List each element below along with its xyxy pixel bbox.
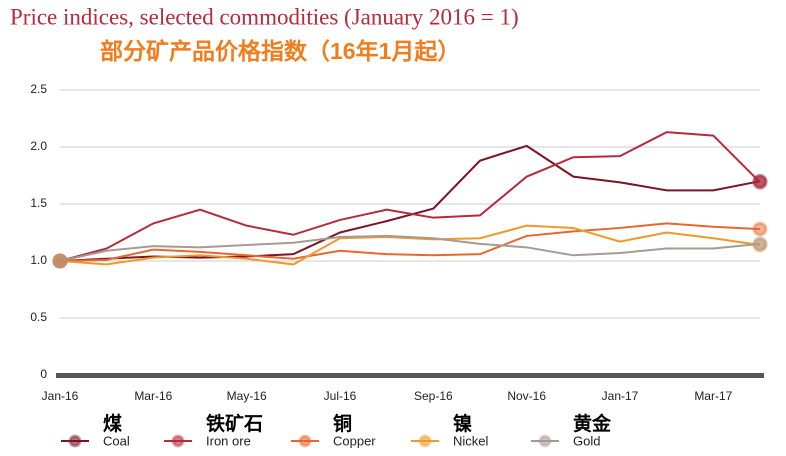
y-tick-label: 0 (40, 367, 47, 381)
x-tick-label: Nov-16 (507, 389, 546, 403)
y-tick-label: 2.5 (30, 82, 47, 96)
end-marker (752, 221, 768, 237)
legend-swatch (418, 434, 432, 448)
x-axis (56, 373, 764, 378)
legend-swatch (538, 434, 552, 448)
series-line (59, 234, 761, 262)
x-tick-label: Mar-16 (134, 389, 172, 403)
legend-label: Nickel (453, 433, 489, 448)
legend-swatch (68, 434, 82, 448)
x-tick-label: Jan-17 (602, 389, 639, 403)
y-tick-label: 1.0 (30, 253, 47, 267)
series-line (59, 131, 761, 262)
legend-label: Copper (333, 433, 376, 448)
legend-label: Iron ore (206, 433, 251, 448)
legend-label-cn: 黄金 (573, 412, 612, 435)
legend-label-cn: 铜 (333, 412, 352, 435)
legend-label: Coal (103, 433, 130, 448)
chart-title: Price indices, selected commodities (Jan… (10, 4, 519, 29)
x-tick-label: May-16 (227, 389, 267, 403)
x-tick-label: Mar-17 (694, 389, 732, 403)
y-tick-label: 1.5 (30, 196, 47, 210)
legend-label-cn: 煤 (103, 413, 122, 435)
legend-label-cn: 铁矿石 (206, 412, 263, 435)
chart-subtitle: 部分矿产品价格指数（16年1月起） (100, 38, 460, 64)
end-marker (752, 236, 768, 252)
x-tick-label: Sep-16 (414, 389, 453, 403)
x-tick-label: Jan-16 (42, 389, 79, 403)
end-marker (52, 253, 68, 269)
legend-swatch (171, 434, 185, 448)
end-marker (752, 174, 768, 190)
series-line (59, 144, 761, 262)
series-line (59, 224, 761, 266)
x-tick-label: Jul-16 (324, 389, 357, 403)
legend-swatch (298, 434, 312, 448)
legend-label-cn: 镍 (453, 412, 472, 435)
y-tick-label: 2.0 (30, 139, 47, 153)
series-line (59, 222, 761, 262)
legend-label: Gold (573, 433, 600, 448)
y-tick-label: 0.5 (30, 310, 47, 324)
